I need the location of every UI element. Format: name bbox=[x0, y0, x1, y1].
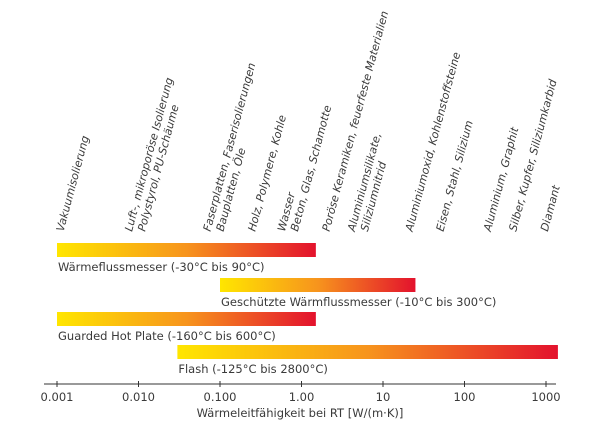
x-tick-label-0: 0.001 bbox=[41, 390, 74, 404]
x-tick-label-4: 10 bbox=[376, 390, 391, 404]
x-tick-label-2: 0.100 bbox=[204, 390, 237, 404]
range-bar-label-2: Guarded Hot Plate (-160°C bis 600°C) bbox=[58, 329, 276, 343]
x-axis: Wärmeleitfähigkeit bei RT [W/(m·K)] 0.00… bbox=[41, 381, 561, 420]
range-bar-3 bbox=[177, 345, 558, 359]
range-bar-0 bbox=[57, 243, 316, 257]
material-label-11-0: Diamant bbox=[538, 183, 563, 232]
range-bar-2 bbox=[57, 312, 316, 326]
x-tick-label-6: 1000 bbox=[531, 390, 560, 404]
x-axis-title: Wärmeleitfähigkeit bei RT [W/(m·K)] bbox=[197, 406, 404, 420]
material-label-0-0: Vakuumisolierung bbox=[54, 134, 92, 232]
x-tick-label-1: 0.010 bbox=[122, 390, 155, 404]
range-bar-1 bbox=[220, 278, 416, 292]
material-labels: Vakuumisolierung Luft-, mikroporöse Isoli… bbox=[54, 9, 563, 233]
x-tick-label-5: 100 bbox=[454, 390, 476, 404]
material-label-7-0: Aluminiumoxid, Kohlenstoffsteine bbox=[403, 51, 464, 234]
range-bar-label-0: Wärmeflussmesser (-30°C bis 90°C) bbox=[58, 260, 264, 274]
range-bar-label-1: Geschützte Wärmflussmesser (-10°C bis 30… bbox=[221, 295, 496, 309]
range-bars: Wärmeflussmesser (-30°C bis 90°C) Geschüt… bbox=[57, 243, 558, 376]
x-tick-label-3: 1.00 bbox=[289, 390, 315, 404]
range-bar-label-3: Flash (-125°C bis 2800°C) bbox=[178, 362, 328, 376]
